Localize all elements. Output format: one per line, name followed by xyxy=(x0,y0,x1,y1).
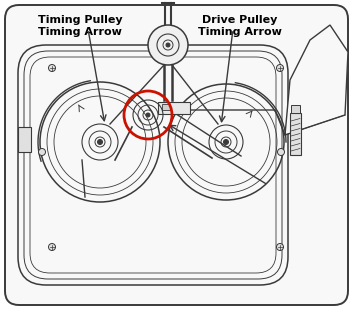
Circle shape xyxy=(148,25,188,65)
Circle shape xyxy=(276,243,283,250)
Circle shape xyxy=(276,64,283,72)
Circle shape xyxy=(166,43,170,47)
Circle shape xyxy=(48,64,55,72)
Bar xyxy=(18,127,31,152)
Circle shape xyxy=(146,113,150,117)
Text: Drive Pulley
Timing Arrow: Drive Pulley Timing Arrow xyxy=(198,15,282,37)
Polygon shape xyxy=(285,25,348,135)
Circle shape xyxy=(277,148,285,156)
Text: Timing Pulley
Timing Arrow: Timing Pulley Timing Arrow xyxy=(38,15,122,37)
Circle shape xyxy=(38,148,46,156)
Circle shape xyxy=(223,140,228,144)
Bar xyxy=(291,105,300,113)
Circle shape xyxy=(97,140,102,144)
Bar xyxy=(290,113,301,155)
Bar xyxy=(162,104,170,110)
Circle shape xyxy=(48,243,55,250)
Bar xyxy=(158,102,190,114)
FancyBboxPatch shape xyxy=(5,5,348,305)
